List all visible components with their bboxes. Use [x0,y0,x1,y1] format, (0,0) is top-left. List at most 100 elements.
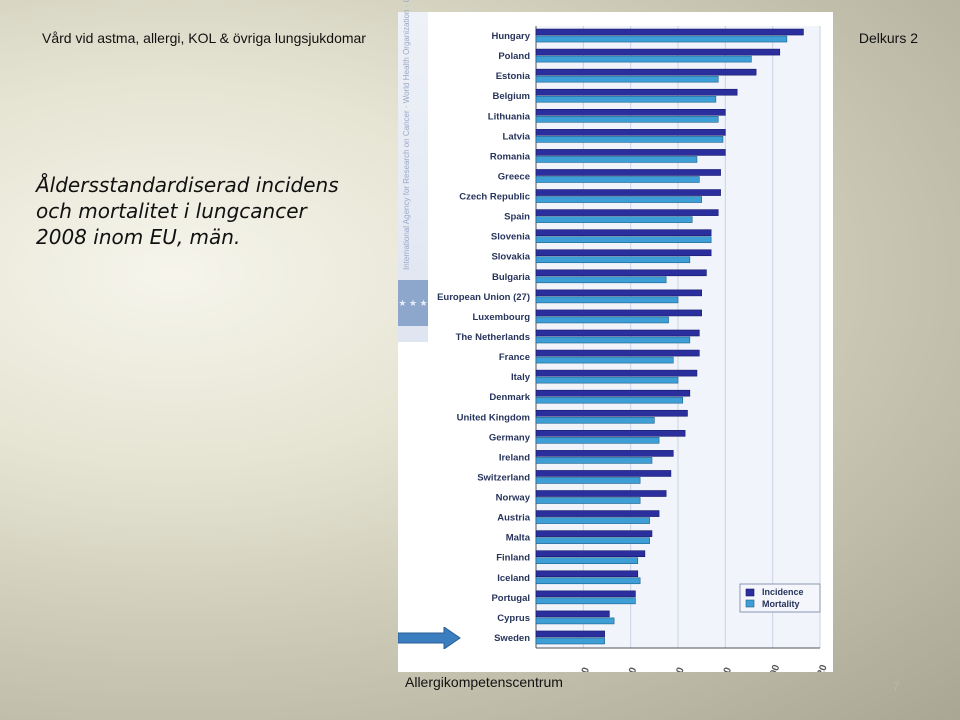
bar-incidence [535,510,660,517]
bar-mortality [535,537,650,544]
bar-mortality [535,336,691,344]
bar-incidence [535,249,712,257]
bar-incidence [535,149,726,156]
category-label: Luxembourg [472,312,530,323]
bar-mortality [535,597,636,605]
category-label: The Netherlands [456,332,530,343]
bar-mortality [535,156,698,163]
bar-mortality [535,517,650,524]
bar-mortality [535,75,719,83]
bar-mortality [535,35,788,43]
bar-incidence [535,309,702,317]
bar-mortality [535,196,702,203]
bar-mortality [535,477,641,484]
bar-incidence [535,490,667,497]
category-label: European Union (27) [437,292,530,303]
legend-swatch-mortality [745,599,755,608]
bar-incidence [535,28,804,36]
bar-mortality [535,256,691,264]
bar-mortality [535,497,641,504]
chart-panel: International Agency for Research on Can… [398,0,833,672]
bar-mortality [535,55,752,63]
bar-incidence [535,550,646,558]
category-label: Ireland [499,452,530,463]
category-label: Bulgaria [492,272,531,283]
bar-incidence [535,129,726,136]
bar-mortality [535,617,615,625]
category-label: Portugal [491,593,530,604]
bar-incidence [535,470,672,477]
footer-text: Allergikompetenscentrum [405,674,563,690]
category-label: United Kingdom [457,412,530,423]
category-label: Finland [496,553,530,564]
bar-incidence [535,369,698,377]
category-label: Latvia [503,131,531,142]
bar-incidence [535,269,707,277]
legend-swatch-incidence [745,588,755,597]
category-label: Cyprus [497,613,530,624]
category-label: Germany [489,432,531,443]
bar-mortality [535,637,605,645]
legend-box [739,583,821,613]
title-line-3: 2008 inom EU, män. [36,225,241,249]
x-tick-label: 120 [814,663,830,672]
category-label: Romania [490,151,531,162]
eu-flag-icon: ★ ★ ★ [398,280,428,326]
bar-mortality [535,557,639,565]
bar-incidence [535,289,702,297]
bar-incidence [535,108,726,116]
bar-chart: Hungary Poland Estonia Belgium Lithuania Latv… [437,26,830,672]
bar-incidence [535,409,688,417]
title-line-2: och mortalitet i lungcancer [36,199,307,223]
category-label: Denmark [489,392,530,403]
bar-mortality [535,216,693,223]
category-label: Slovakia [491,252,530,263]
bar-mortality [535,115,719,123]
category-label: Slovenia [491,232,531,243]
bar-mortality [535,457,653,464]
category-label: Spain [504,212,530,223]
bar-incidence [535,169,721,176]
category-label: Switzerland [477,472,530,483]
bar-incidence [535,48,781,56]
bar-incidence [535,570,639,578]
page-number: 7 [892,678,900,694]
bar-mortality [535,136,724,143]
x-tick-label: 80 [720,666,734,672]
category-label: Czech Republic [459,192,530,203]
x-tick-label: 100 [766,663,782,672]
legend-label-mortality: Mortality [762,599,800,609]
category-label: Malta [506,533,531,544]
category-label: Estonia [496,71,531,82]
bar-mortality [535,176,700,183]
category-label: Belgium [493,91,530,102]
bar-incidence [535,389,691,397]
bar-mortality [535,95,717,103]
legend-label-incidence: Incidence [762,587,804,597]
header-left: Vård vid astma, allergi, KOL & övriga lu… [42,30,366,46]
bar-incidence [535,630,605,638]
bar-mortality [535,437,660,444]
category-label: Greece [498,171,530,182]
category-label: Italy [511,372,531,383]
bar-incidence [535,68,757,76]
bar-mortality [535,316,669,324]
category-label: Poland [498,51,530,62]
bar-incidence [535,229,712,236]
x-tick-label: 20 [578,666,592,672]
bar-incidence [535,430,686,437]
category-label: Hungary [491,31,530,42]
bar-mortality [535,396,684,404]
bar-mortality [535,577,641,585]
bar-incidence [535,590,636,598]
x-tick-label: 40 [625,666,639,672]
arrow-icon [398,627,461,649]
category-label: Austria [497,513,530,524]
x-tick-label: 60 [673,666,687,672]
bar-incidence [535,530,653,537]
bar-incidence [535,329,700,337]
bar-incidence [535,610,610,618]
bar-incidence [535,209,719,216]
bar-mortality [535,416,655,424]
category-label: Norway [496,493,531,504]
